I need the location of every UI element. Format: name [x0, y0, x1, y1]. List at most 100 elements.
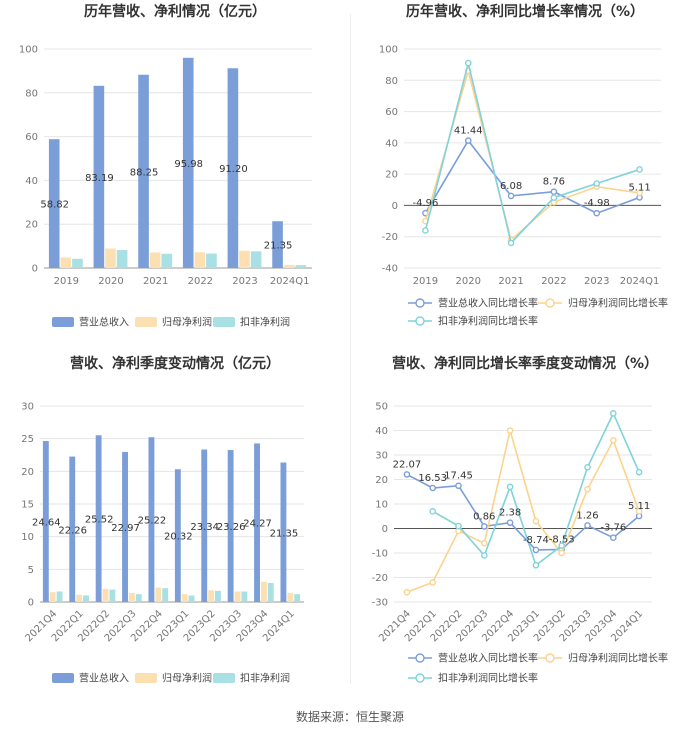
x-tick-label: 2021 — [498, 276, 523, 287]
bar-2 — [72, 258, 83, 268]
bar-2 — [161, 253, 173, 268]
series-point-0 — [506, 519, 514, 526]
bar-data-label: 24.64 — [32, 518, 61, 529]
legend-swatch — [52, 317, 74, 327]
series-point-1 — [584, 485, 591, 493]
y-tick-label: 40 — [25, 176, 38, 187]
series-point-0 — [480, 523, 488, 530]
series-point-0 — [455, 482, 462, 490]
bar-data-label: 91.20 — [219, 164, 248, 175]
bar-data-label: 25.22 — [138, 516, 167, 527]
series-point-2 — [609, 410, 617, 417]
chart-title: 历年营收、净利同比增长率情况（%） — [406, 3, 644, 20]
x-tick-label: 2024Q1 — [620, 276, 660, 287]
series-line-2 — [424, 62, 640, 245]
y-tick-label: 20 — [385, 170, 398, 181]
bar-1 — [49, 592, 56, 602]
series-point-1 — [609, 437, 617, 444]
legend-swatch — [135, 673, 157, 683]
bar-2 — [83, 595, 89, 602]
y-tick-label: 0 — [392, 201, 398, 212]
series-line-1 — [424, 67, 640, 242]
bar-0 — [42, 441, 49, 602]
y-tick-label: 40 — [375, 426, 388, 437]
bar-0 — [93, 85, 105, 268]
legend-label: 扣非净利润同比增长率 — [438, 672, 538, 685]
legend-label: 营业总收入同比增长率 — [438, 652, 538, 665]
bar-0 — [69, 456, 76, 602]
series-point-2 — [636, 166, 643, 173]
bar-data-label: 23.34 — [190, 522, 219, 533]
legend-label: 扣非净利润 — [240, 672, 290, 685]
x-tick-label: 2022 — [541, 276, 566, 287]
y-tick-label: 25 — [21, 434, 34, 445]
bar-1 — [283, 264, 295, 268]
series-point-2 — [550, 194, 558, 201]
line-data-label: -4.98 — [584, 198, 610, 209]
series-point-1 — [403, 588, 411, 596]
legend-label: 营业总收入同比增长率 — [438, 297, 538, 310]
line-data-label: 8.76 — [543, 177, 565, 188]
legend-label: 归母净利润 — [162, 672, 212, 685]
line-data-label: 1.26 — [576, 510, 598, 521]
y-tick-label: -10 — [372, 549, 388, 560]
bar-0 — [48, 139, 60, 268]
bar-data-label: 22.97 — [111, 523, 140, 534]
line-data-label: 2.38 — [499, 508, 521, 519]
legend-label: 营业总收入 — [79, 672, 129, 685]
y-tick-label: 80 — [385, 76, 398, 87]
quarterly-revenue-profit-svg: 营收、净利季度变动情况（亿元）0510152025302021Q42022Q12… — [21, 355, 304, 685]
bar-0 — [254, 443, 260, 602]
bar-1 — [60, 257, 72, 268]
line-data-label: 5.11 — [628, 182, 650, 193]
legend-swatch — [213, 317, 235, 327]
chart-title: 营收、净利季度变动情况（亿元） — [70, 355, 280, 372]
line-data-label: 17.45 — [444, 471, 473, 482]
bar-0 — [227, 68, 239, 268]
y-tick-label: 100 — [379, 45, 398, 56]
series-point-0 — [609, 534, 617, 542]
x-tick-label: 2023 — [232, 276, 257, 287]
legend-swatch — [135, 317, 157, 327]
bar-data-label: 58.82 — [40, 200, 69, 211]
series-point-2 — [455, 522, 462, 530]
series-point-2 — [584, 463, 591, 471]
annual-revenue-profit-chart: 历年营收、净利情况（亿元） 0 20 40 60 80 100 2019 2020 2021 202… — [0, 0, 350, 350]
legend-marker — [415, 653, 425, 663]
series-point-2 — [593, 180, 601, 187]
series-point-1 — [480, 539, 488, 547]
bar-2 — [56, 591, 63, 602]
bar-data-label: 22.26 — [58, 525, 87, 536]
series-point-0 — [429, 484, 436, 492]
y-tick-label: 0 — [28, 598, 34, 609]
series-point-0 — [584, 522, 591, 529]
series-line-0 — [406, 473, 640, 551]
legend-label: 归母净利润同比增长率 — [568, 297, 668, 310]
y-tick-label: -20 — [382, 232, 398, 243]
legend-marker — [545, 653, 555, 663]
annual-growth-rate-svg: 历年营收、净利同比增长率情况（%） -40 -20 0 20 40 60 80 100 2019 2… — [379, 3, 668, 328]
series-point-0 — [593, 209, 601, 217]
bar-1 — [181, 594, 188, 602]
y-tick-label: 15 — [21, 500, 34, 511]
line-data-label: 5.11 — [628, 501, 650, 512]
series-point-2 — [507, 239, 515, 247]
bar-2 — [215, 590, 221, 602]
series-point-0 — [464, 137, 472, 144]
bar-2 — [162, 588, 169, 602]
y-tick-label: 10 — [21, 532, 34, 543]
y-tick-label: 50 — [375, 402, 388, 413]
bar-2 — [295, 265, 307, 268]
legend-label: 营业总收入 — [79, 316, 129, 329]
series-point-2 — [480, 552, 488, 559]
bar-data-label: 25.52 — [85, 515, 114, 526]
bar-1 — [234, 591, 241, 602]
bar-2 — [116, 250, 128, 268]
bar-2 — [294, 594, 301, 602]
x-tick-label: 2023 — [584, 276, 609, 287]
bar-0 — [272, 221, 283, 268]
legend-marker — [415, 316, 425, 326]
series-point-1 — [558, 549, 565, 557]
y-tick-label: 0 — [382, 524, 388, 535]
line-data-label: 0.86 — [473, 511, 495, 522]
